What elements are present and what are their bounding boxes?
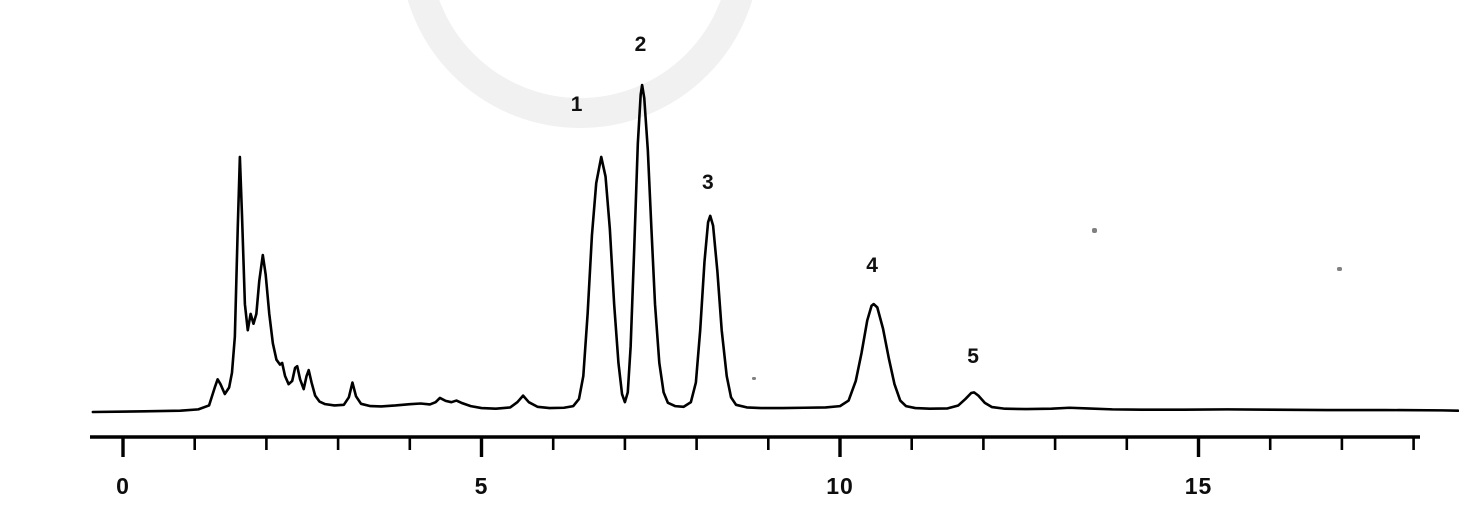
x-axis-tick-label: 5 [474, 473, 489, 499]
x-axis-tick-label: 0 [116, 473, 130, 499]
x-axis-tick-label: 15 [1184, 473, 1213, 499]
signal-trace [91, 83, 1459, 414]
peak-annotation-2: 2 [634, 33, 647, 56]
x-axis-tick-label: 10 [826, 473, 854, 499]
scan-speckle [1092, 228, 1097, 233]
scan-speckle [752, 377, 756, 380]
peak-annotation-4: 4 [866, 254, 879, 277]
peak-annotation-1: 1 [570, 93, 583, 116]
scan-speckle [1337, 267, 1342, 271]
peak-annotation-3: 3 [702, 171, 715, 194]
signal-trace-group [91, 83, 1459, 414]
x-axis-group [90, 435, 1420, 457]
peak-annotation-5: 5 [967, 345, 980, 368]
